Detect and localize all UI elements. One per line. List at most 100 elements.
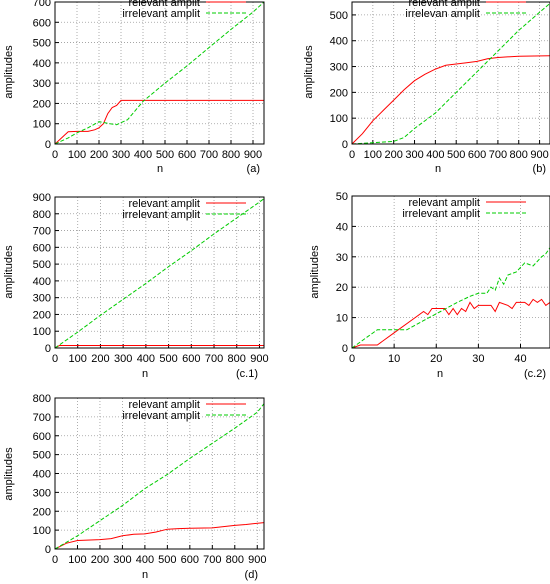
x-tick-label: 100 xyxy=(364,149,382,161)
x-tick-label: 600 xyxy=(182,353,200,365)
y-tick-label: 100 xyxy=(33,119,51,131)
x-tick-label: 100 xyxy=(68,554,86,566)
y-tick-label: 900 xyxy=(33,192,51,204)
y-tick-label: 800 xyxy=(33,393,51,405)
y-tick-label: 700 xyxy=(33,0,51,9)
y-tick-label: 0 xyxy=(45,139,51,151)
x-tick-label: 300 xyxy=(112,149,130,161)
x-tick-label: 200 xyxy=(91,353,109,365)
series-line-irrelevant xyxy=(352,2,550,144)
legend-label: relevant amplit xyxy=(408,0,480,9)
y-tick-label: 100 xyxy=(33,326,51,338)
x-tick-label: 40 xyxy=(514,353,526,365)
panel-label: (c.1) xyxy=(236,368,258,380)
plot-frame xyxy=(54,196,265,349)
x-tick-label: 600 xyxy=(468,149,486,161)
x-tick-label: 500 xyxy=(159,353,177,365)
legend-label: relevant amplit xyxy=(128,399,200,411)
series-line-irrelevant xyxy=(55,1,264,144)
chart-panel-d: 0 100 200 300 400 500 600 700 800 900 0 100 200 300 40… xyxy=(3,393,266,581)
y-tick-label: 400 xyxy=(330,36,348,48)
x-tick-label: 200 xyxy=(90,149,108,161)
y-tick-label: 10 xyxy=(336,313,348,325)
x-tick-label: 400 xyxy=(137,353,155,365)
plot-frame xyxy=(351,1,550,145)
y-tick-label: 20 xyxy=(336,282,348,294)
x-tick-label: 700 xyxy=(200,149,218,161)
y-tick-label: 700 xyxy=(33,226,51,238)
x-tick-label: 0 xyxy=(52,554,58,566)
x-axis-label: n xyxy=(142,368,148,380)
x-tick-label: 800 xyxy=(222,149,240,161)
y-axis-label: amplitudes xyxy=(3,45,15,99)
x-tick-label: 100 xyxy=(69,353,87,365)
legend-label: relevant amplit xyxy=(128,198,200,210)
x-tick-label: 200 xyxy=(385,149,403,161)
y-axis-label: amplitudes xyxy=(309,245,321,299)
chart-panel-b: 0 100 200 300 400 500 600 700 800 900010020030040… xyxy=(303,0,550,175)
y-tick-label: 400 xyxy=(33,58,51,70)
legend-label: relevant amplit xyxy=(128,0,200,9)
y-axis-label: amplitudes xyxy=(303,45,315,99)
y-axis-label: amplitudes xyxy=(3,447,15,501)
x-tick-label: 0 xyxy=(349,353,355,365)
x-axis-label: n xyxy=(142,569,148,581)
y-tick-label: 500 xyxy=(330,10,348,22)
y-tick-label: 400 xyxy=(33,469,51,481)
legend-label: relevant amplit xyxy=(408,197,480,209)
x-tick-label: 20 xyxy=(430,353,442,365)
x-tick-label: 300 xyxy=(114,353,132,365)
y-tick-label: 0 xyxy=(342,139,348,151)
y-tick-label: 300 xyxy=(33,293,51,305)
y-tick-label: 600 xyxy=(33,242,51,254)
series-line-relevant xyxy=(55,99,264,144)
x-tick-label: 800 xyxy=(226,554,244,566)
x-tick-label: 400 xyxy=(136,554,154,566)
y-tick-label: 400 xyxy=(33,276,51,288)
x-tick-label: 700 xyxy=(489,149,507,161)
x-tick-label: 900 xyxy=(248,554,266,566)
y-tick-label: 100 xyxy=(330,113,348,125)
plot-frame xyxy=(351,195,550,349)
x-tick-label: 800 xyxy=(228,353,246,365)
series-line-relevant xyxy=(352,298,550,348)
y-tick-label: 500 xyxy=(33,38,51,50)
legend-label: irrelevant amplit xyxy=(122,209,200,221)
x-tick-label: 500 xyxy=(158,554,176,566)
series-line-irrelevant xyxy=(55,198,264,348)
x-tick-label: 0 xyxy=(349,149,355,161)
panel-label: (b) xyxy=(533,163,546,175)
y-tick-label: 500 xyxy=(33,450,51,462)
plot-frame xyxy=(54,1,265,145)
x-tick-label: 0 xyxy=(52,353,58,365)
y-tick-label: 50 xyxy=(336,191,348,203)
y-axis-label: amplitudes xyxy=(3,245,15,299)
x-tick-label: 200 xyxy=(91,554,109,566)
y-tick-label: 800 xyxy=(33,209,51,221)
y-tick-label: 0 xyxy=(45,343,51,355)
x-tick-label: 500 xyxy=(447,149,465,161)
x-tick-label: 800 xyxy=(510,149,528,161)
x-tick-label: 100 xyxy=(68,149,86,161)
x-axis-label: n xyxy=(435,163,441,175)
x-tick-label: 0 xyxy=(52,149,58,161)
chart-panel-c1: 0 100 200 300 400 500 600 700 800 900 0 100 200 300 40… xyxy=(3,192,269,380)
x-tick-label: 30 xyxy=(472,353,484,365)
y-tick-label: 200 xyxy=(33,506,51,518)
panel-label: (a) xyxy=(247,163,260,175)
y-tick-label: 30 xyxy=(336,252,348,264)
x-tick-label: 300 xyxy=(405,149,423,161)
x-tick-label: 400 xyxy=(134,149,152,161)
plot-frame xyxy=(54,397,265,550)
x-tick-label: 900 xyxy=(250,353,268,365)
series-line-relevant xyxy=(55,522,264,549)
y-tick-label: 500 xyxy=(33,259,51,271)
x-tick-label: 900 xyxy=(244,149,262,161)
legend-label: irrelevant amplit xyxy=(122,410,200,422)
x-tick-label: 10 xyxy=(388,353,400,365)
chart-panel-c2: 0 10 20 30 40 0 10 20 30 40 50 relevant amplitirrel… xyxy=(309,191,550,380)
series-line-irrelevant xyxy=(352,247,550,348)
chart-panel-a: 0 100 200 300 400 500 600 700 800 900 0 100 200 300 40… xyxy=(3,0,265,175)
y-tick-label: 300 xyxy=(33,487,51,499)
